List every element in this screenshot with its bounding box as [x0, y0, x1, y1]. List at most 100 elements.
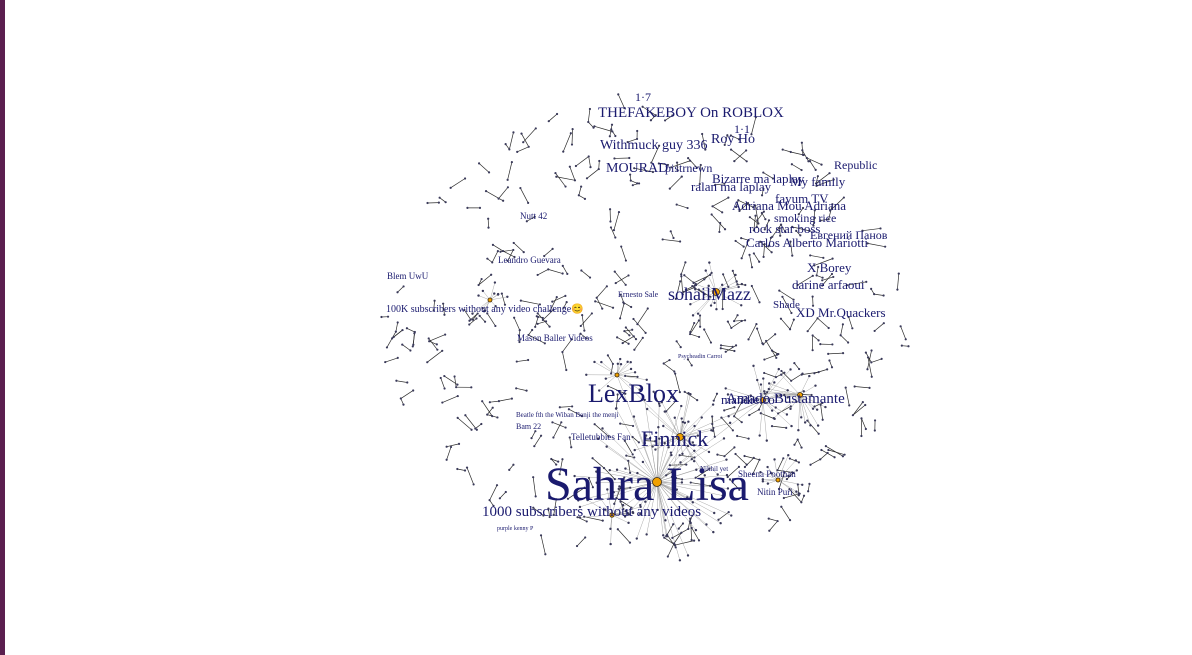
graph-node	[775, 353, 779, 356]
graph-edge	[534, 316, 539, 327]
hub-edge	[762, 382, 775, 401]
graph-node	[814, 182, 818, 185]
graph-node	[765, 439, 768, 442]
graph-node	[385, 346, 389, 349]
graph-node	[747, 338, 750, 341]
graph-node	[750, 266, 754, 269]
hub-edge	[690, 291, 717, 305]
graph-edge	[718, 511, 729, 521]
graph-node	[504, 490, 507, 494]
hub-edge	[656, 481, 721, 524]
graph-edge	[719, 222, 721, 232]
graph-edge	[562, 265, 568, 275]
graph-edge	[874, 322, 885, 332]
label-nutt-42: Nutt 42	[520, 211, 547, 221]
hub-edge	[709, 262, 717, 293]
hub-edge	[656, 481, 689, 556]
graph-node	[694, 282, 697, 286]
graph-node	[637, 441, 640, 444]
graph-node	[899, 325, 902, 328]
graph-node	[539, 534, 543, 537]
graph-node	[595, 296, 598, 299]
graph-node	[588, 107, 592, 111]
graph-edge	[815, 176, 819, 184]
graph-node	[481, 289, 485, 293]
graph-node	[698, 182, 701, 186]
graph-node	[619, 293, 622, 296]
graph-node	[754, 204, 757, 207]
graph-node	[465, 466, 469, 469]
graph-node	[445, 458, 448, 461]
graph-node	[512, 241, 515, 245]
graph-node	[843, 453, 846, 456]
hub-edge	[679, 436, 695, 462]
hub-edge	[656, 481, 668, 537]
graph-edge	[620, 423, 634, 427]
graph-edge	[727, 321, 732, 329]
graph-node	[730, 514, 733, 517]
graph-node	[811, 295, 814, 298]
graph-node	[723, 143, 726, 146]
graph-node	[699, 325, 702, 328]
graph-node	[713, 301, 716, 305]
graph-edge	[771, 224, 782, 237]
graph-edge	[595, 301, 614, 309]
graph-node	[587, 120, 590, 124]
graph-node	[624, 326, 627, 329]
graph-edge	[676, 341, 681, 348]
graph-node	[494, 304, 497, 308]
graph-node	[785, 477, 789, 481]
graph-node	[723, 182, 726, 185]
graph-node	[717, 518, 720, 521]
graph-node	[583, 515, 586, 518]
graph-node	[512, 463, 515, 466]
hub-edge	[656, 481, 732, 516]
graph-node	[735, 280, 738, 283]
hub-edge	[656, 443, 665, 483]
graph-node	[577, 194, 580, 197]
graph-node	[704, 269, 707, 272]
graph-node	[502, 199, 505, 202]
graph-edge	[553, 422, 562, 438]
graph-node	[762, 343, 765, 346]
hub-edge	[616, 469, 658, 483]
graph-node	[740, 237, 743, 240]
hub-edge	[655, 436, 681, 450]
graph-node	[689, 517, 692, 520]
hub-edge	[611, 514, 629, 524]
graph-node	[780, 373, 783, 376]
graph-node	[719, 221, 722, 225]
graph-node	[873, 419, 877, 422]
graph-node	[811, 304, 815, 307]
graph-node	[815, 274, 818, 277]
hub-node	[760, 397, 766, 403]
graph-node	[733, 160, 736, 163]
graph-edge	[815, 172, 830, 184]
graph-node	[598, 496, 602, 499]
graph-node	[441, 349, 444, 352]
graph-node	[624, 392, 627, 395]
graph-node	[675, 476, 678, 480]
graph-node	[613, 478, 616, 481]
label-telletubbies: Telletubbies Fan	[571, 432, 631, 442]
graph-node	[527, 145, 530, 148]
graph-node	[724, 387, 727, 390]
graph-node	[830, 272, 834, 276]
graph-node	[442, 302, 445, 305]
graph-edge	[829, 197, 845, 211]
graph-node	[606, 384, 610, 388]
graph-node	[609, 220, 612, 223]
graph-node	[678, 240, 682, 243]
graph-node	[590, 312, 593, 315]
graph-node	[865, 280, 868, 283]
graph-node	[704, 148, 707, 151]
graph-node	[631, 424, 635, 428]
graph-node	[699, 163, 702, 167]
graph-edge	[724, 135, 728, 145]
graph-node	[608, 468, 611, 472]
graph-node	[591, 486, 594, 489]
graph-node	[673, 542, 676, 545]
graph-edge	[665, 400, 677, 412]
hub-edge	[652, 436, 681, 447]
graph-node	[723, 228, 727, 231]
